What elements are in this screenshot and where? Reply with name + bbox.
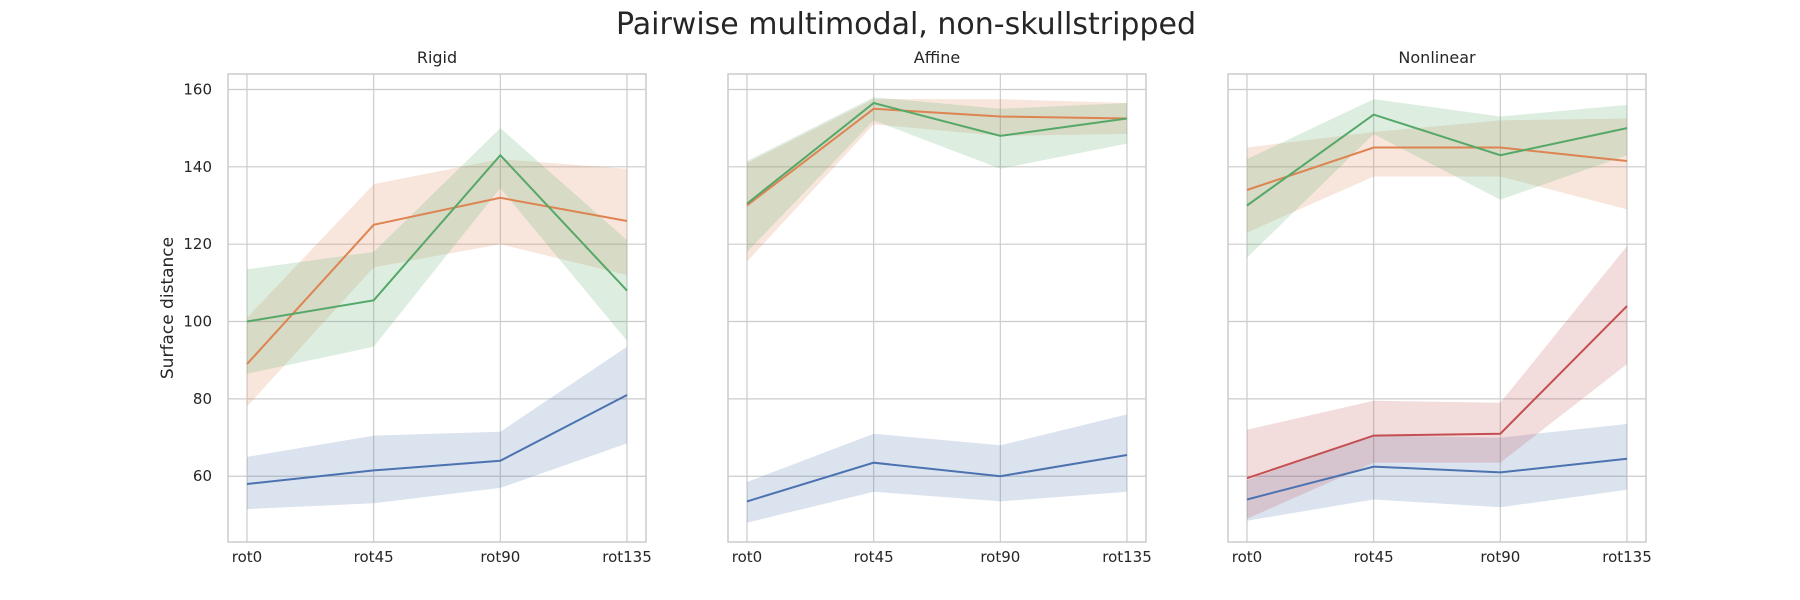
x-tick-label: rot135 — [602, 548, 652, 566]
y-tick-label: 80 — [193, 390, 212, 408]
axes-frame — [227, 73, 647, 543]
y-tick-label: 160 — [183, 80, 212, 98]
axes-frame — [1227, 73, 1647, 543]
figure-title: Pairwise multimodal, non-skullstripped — [616, 7, 1196, 42]
y-axis-label: Surface distance — [158, 237, 178, 379]
x-tick-label: rot90 — [480, 548, 520, 566]
subplot-nonlinear: rot0 rot45 rot90 rot135 Nonlinear — [1227, 48, 1652, 566]
x-tick-label: rot135 — [1102, 548, 1152, 566]
axes-frame — [727, 73, 1147, 543]
series-0-line — [746, 454, 1128, 503]
subplot-rigid: rot0 rot45 rot90 rot135 60 80 100 120 140 160 Rigi… — [158, 48, 652, 566]
series-0-ci-band — [247, 346, 627, 510]
subplot-affine: rot0 rot45 rot90 rot135 Affine — [727, 48, 1152, 566]
series-0-line — [246, 394, 628, 485]
y-tick-label: 120 — [183, 235, 212, 253]
series-2-line — [246, 153, 628, 323]
subplot-title: Affine — [914, 48, 960, 67]
series-0-line — [1246, 457, 1628, 501]
y-tick-label: 60 — [193, 467, 212, 485]
x-tick-label: rot45 — [354, 548, 394, 566]
subplot-grid: rot0 rot45 rot90 rot135 60 80 100 120 140 160 Rigi… — [158, 48, 1652, 566]
subplot-title: Nonlinear — [1398, 48, 1476, 67]
series-1-ci-band — [1247, 118, 1627, 233]
series-1-line — [746, 107, 1128, 207]
x-tick-label: rot0 — [232, 548, 262, 566]
series-3-line — [1246, 305, 1628, 480]
series-2-ci-band — [1247, 99, 1627, 258]
y-tick-label: 140 — [183, 158, 212, 176]
x-tick-label: rot0 — [732, 548, 762, 566]
series-3-ci-band — [1247, 246, 1627, 519]
x-tick-label: rot0 — [1232, 548, 1262, 566]
series-2-line — [746, 101, 1128, 205]
x-tick-label: rot135 — [1602, 548, 1652, 566]
series-1-line — [246, 196, 628, 365]
series-1-ci-band — [247, 159, 627, 407]
x-tick-label: rot90 — [1480, 548, 1520, 566]
x-tick-label: rot90 — [980, 548, 1020, 566]
x-tick-label: rot45 — [1354, 548, 1394, 566]
series-2-line — [1246, 113, 1628, 207]
series-2-ci-band — [747, 97, 1127, 252]
subplot-title: Rigid — [417, 48, 457, 67]
y-tick-label: 100 — [183, 313, 212, 331]
series-1-line — [1246, 146, 1628, 191]
series-1-ci-band — [747, 99, 1127, 262]
x-tick-label: rot45 — [854, 548, 894, 566]
series-0-ci-band — [1247, 424, 1627, 521]
